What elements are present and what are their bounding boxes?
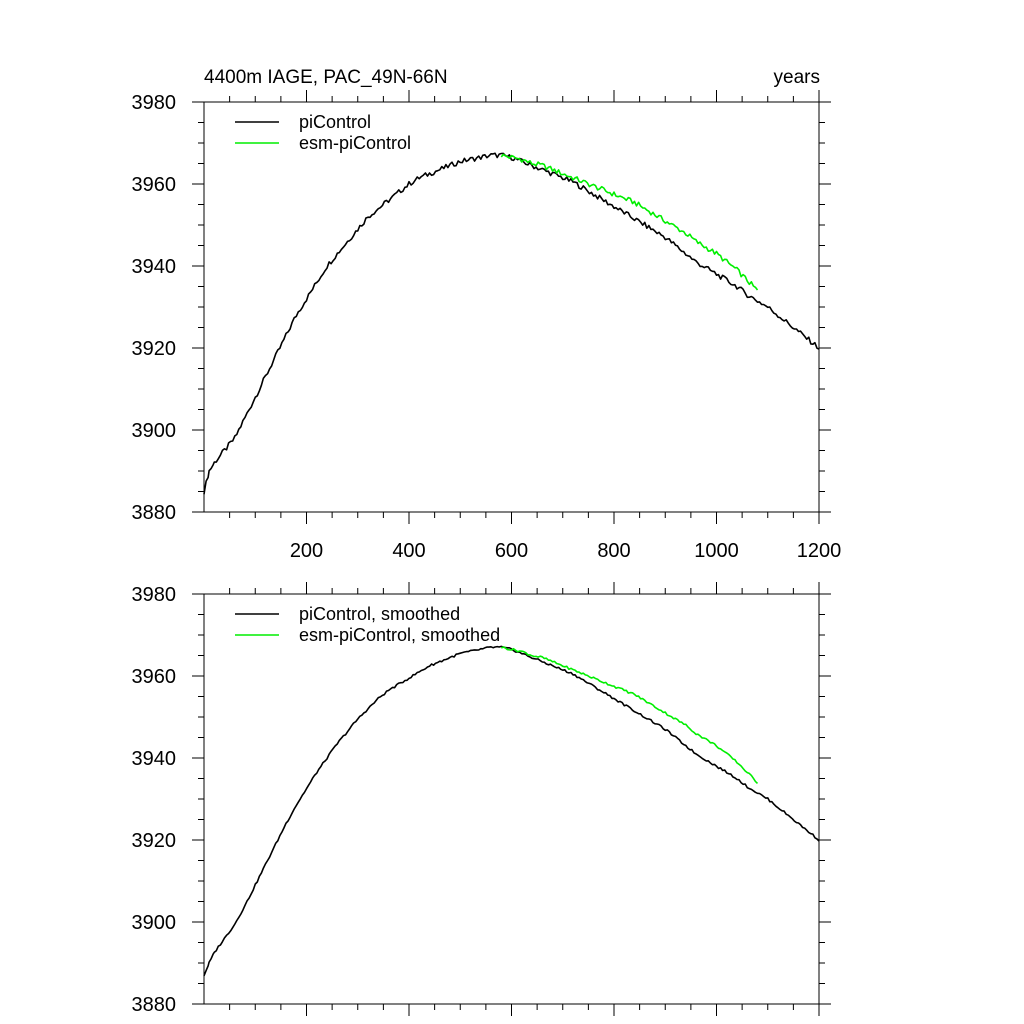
ytick-label: 3940 <box>132 256 177 278</box>
panel-top-xtick-labels: 200 400 600 800 1000 1200 <box>290 540 841 562</box>
series-line-esm-picontrol <box>500 153 759 291</box>
xtick-label: 1000 <box>694 540 739 562</box>
ytick-label: 3980 <box>132 92 177 114</box>
panel-bottom: 3880 3900 3920 3940 3960 3980 piControl, smoo… <box>132 582 831 1016</box>
ytick-label: 3960 <box>132 666 177 688</box>
panel-bottom-ticks <box>192 582 831 1016</box>
legend-label: piControl <box>299 112 371 132</box>
xtick-label: 600 <box>495 540 528 562</box>
panel-bottom-ytick-labels: 3880 3900 3920 3940 3960 3980 <box>132 584 177 1016</box>
ytick-label: 3920 <box>132 338 177 360</box>
ytick-label: 3940 <box>132 748 177 770</box>
panel-top-ytick-labels: 3880 3900 3920 3940 3960 3980 <box>132 92 177 524</box>
panel-top-ticks <box>192 90 831 524</box>
panel-bottom-series <box>203 645 820 977</box>
ytick-label: 3980 <box>132 584 177 606</box>
series-line-esm-picontrol-smoothed <box>500 646 759 784</box>
legend-label: piControl, smoothed <box>299 604 460 624</box>
panel-top-title: 4400m IAGE, PAC_49N-66N <box>204 67 448 88</box>
ytick-label: 3920 <box>132 830 177 852</box>
xtick-label: 200 <box>290 540 323 562</box>
xtick-label: 800 <box>597 540 630 562</box>
panel-top-xlabel: years <box>774 67 820 88</box>
panel-top-series <box>203 152 820 495</box>
ytick-label: 3960 <box>132 174 177 196</box>
panel-bottom-frame <box>203 593 820 1005</box>
xtick-label: 400 <box>392 540 425 562</box>
ytick-label: 3880 <box>132 502 177 524</box>
panel-top: 4400m IAGE, PAC_49N-66N years 3880 3900 39… <box>132 67 842 562</box>
ytick-label: 3900 <box>132 420 177 442</box>
ytick-label: 3900 <box>132 912 177 934</box>
ytick-label: 3880 <box>132 994 177 1016</box>
panel-top-frame <box>203 101 820 513</box>
xtick-label: 1200 <box>797 540 842 562</box>
series-line-picontrol-smoothed <box>203 645 820 977</box>
legend-label: esm-piControl <box>299 133 411 153</box>
legend-label: esm-piControl, smoothed <box>299 625 500 645</box>
